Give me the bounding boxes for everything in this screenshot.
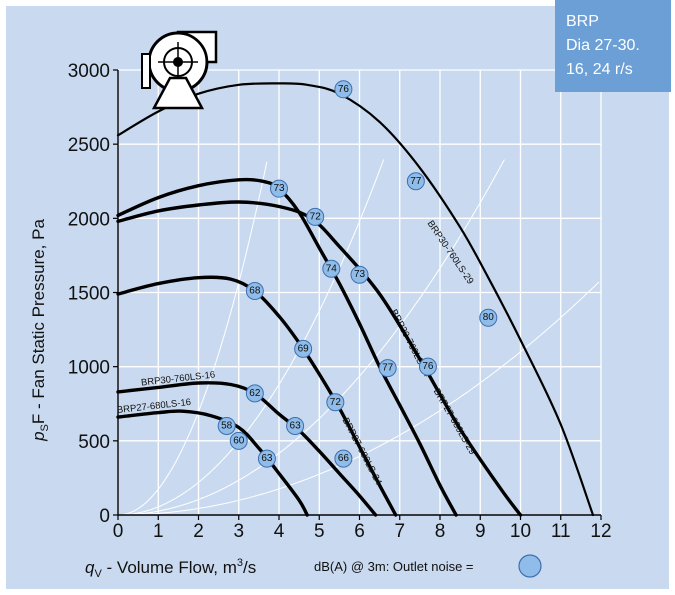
noise-bubble [334,80,353,99]
y-axis-title: pSF - Fan Static Pressure, Pa [29,219,51,442]
noise-bubble [286,417,305,435]
system-curve [117,161,268,516]
series-info-box [555,0,671,92]
noise-value: 72 [330,397,342,408]
x-tick-label: 8 [435,521,446,542]
y-tick-label: 1500 [68,284,110,305]
noise-bubble [326,393,345,412]
x-tick-label: 1 [153,521,164,542]
fan-curve [116,200,523,517]
noise-value: 80 [483,312,495,323]
noise-value: 73 [273,183,285,194]
noise-bubble [322,259,341,278]
system-curve [118,281,600,516]
noise-value: 77 [410,176,422,187]
noise-value: 62 [249,388,261,399]
noise-value: 76 [422,361,434,372]
corner-line-2: Dia 27-30. [566,37,640,54]
noise-bubble [334,449,353,468]
y-tick-label: 2000 [68,209,110,230]
noise-bubble [257,449,276,468]
y-tick-label: 1000 [68,358,110,379]
noise-bubble [350,265,369,284]
x-tick-label: 6 [354,521,365,542]
noise-bubble [217,417,236,435]
fan-curve [116,177,458,517]
x-tick-label: 2 [193,521,204,542]
x-tick-label: 12 [590,521,611,542]
noise-value: 66 [338,453,350,464]
fan-curve [116,275,398,517]
noise-bubble [294,339,313,358]
x-tick-label: 5 [314,521,325,542]
x-tick-label: 7 [394,521,405,542]
noise-bubble [229,431,248,450]
noise-bubble [406,172,425,191]
noise-bubble [270,179,288,198]
noise-value: 60 [233,435,245,446]
legend-label: dB(A) @ 3m: Outlet noise = [314,559,474,574]
x-tick-label: 4 [274,521,285,542]
noise-value: 76 [338,84,350,95]
noise-value: 72 [310,211,322,222]
y-tick-label: 2500 [68,135,110,156]
noise-value: 69 [298,343,310,354]
y-tick-label: 0 [99,506,110,527]
corner-line-1: BRP [566,13,599,30]
noise-value: 63 [290,421,302,432]
noise-value: 74 [326,263,338,274]
noise-value: 63 [261,453,273,464]
noise-value: 68 [249,286,261,297]
noise-value: 73 [354,269,366,280]
noise-bubble [418,357,437,376]
grid [117,69,602,516]
noise-value: 58 [221,421,233,432]
x-tick-label: 3 [233,521,244,542]
fan-curve [116,381,378,517]
y-tick-label: 3000 [68,61,110,82]
x-tick-label: 9 [475,521,486,542]
x-tick-label: 10 [510,521,531,542]
corner-line-3: 16, 24 r/s [566,61,633,78]
noise-bubble [378,359,397,378]
centrifugal-fan-icon [141,30,218,110]
fan-curve [116,409,309,517]
x-tick-label: 11 [551,521,571,542]
fan-curve [116,82,595,517]
noise-bubble [245,282,264,301]
noise-bubble [245,384,264,403]
noise-bubble [306,207,325,226]
y-tick-label: 500 [78,432,110,453]
x-axis-title: qV - Volume Flow, m3/s [85,557,256,580]
outlet-noise-bubble [518,554,542,578]
x-tick-label: 0 [113,521,124,542]
chart-panel [6,6,669,589]
system-curve [118,159,505,516]
noise-bubble [479,308,498,327]
noise-value: 77 [382,363,394,374]
